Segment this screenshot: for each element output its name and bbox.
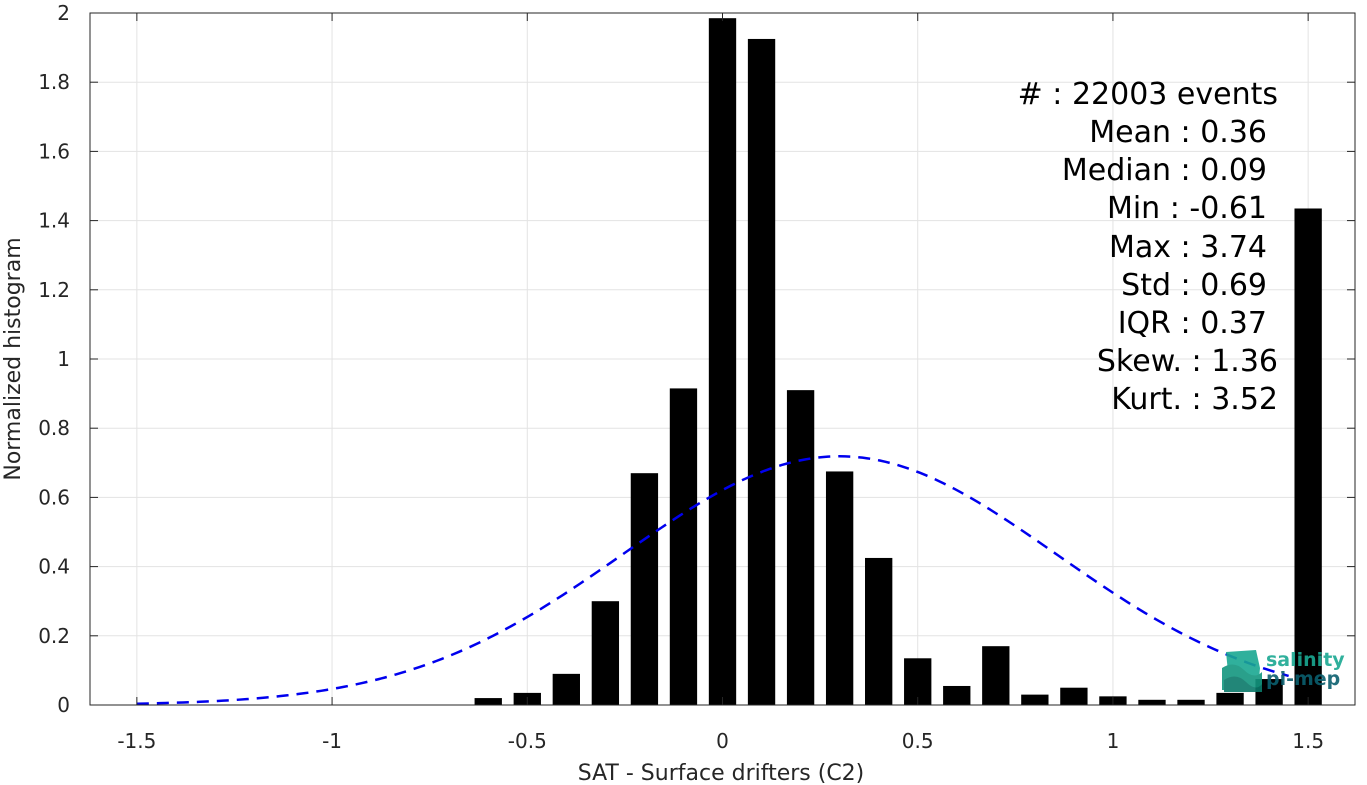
stat-median: Median : 0.09 (1062, 153, 1267, 188)
stat-iqr: IQR : 0.37 (1118, 306, 1267, 341)
x-tick-label: -0.5 (508, 729, 547, 753)
histogram-bar (552, 673, 580, 705)
histogram-bar (786, 390, 815, 705)
salinity-pimep-logo: salinity pi-mep (1222, 649, 1345, 692)
x-tick-label: 1.5 (1292, 729, 1324, 753)
y-tick-label: 0.4 (38, 555, 70, 579)
stat-mean: Mean : 0.36 (1089, 115, 1267, 150)
stats-block: # : 22003 events Mean : 0.36 Median : 0.… (1018, 77, 1278, 417)
histogram-bar (669, 388, 698, 705)
x-tick-label: -1.5 (117, 729, 156, 753)
stat-kurt: Kurt. : 3.52 (1111, 382, 1278, 417)
logo-text-salinity: salinity (1266, 649, 1345, 671)
histogram-bar (943, 685, 971, 705)
x-tick-label: 1 (1107, 729, 1120, 753)
histogram-bar (591, 601, 620, 705)
y-axis-ticks: 0 0.2 0.4 0.6 0.8 1 1.2 1.4 1.6 1.8 2 (38, 1, 1355, 717)
x-tick-label: -1 (322, 729, 342, 753)
stat-std: Std : 0.69 (1121, 268, 1267, 303)
x-axis-label: SAT - Surface drifters (C2) (578, 761, 865, 785)
histogram-bar (1177, 699, 1205, 705)
y-tick-label: 0.6 (38, 485, 70, 509)
histogram-bar (1060, 687, 1088, 705)
histogram-bar (747, 38, 776, 705)
histogram-bar (1216, 692, 1244, 705)
bars (474, 18, 1322, 706)
y-tick-label: 0.8 (38, 416, 70, 440)
logo-text-pimep: pi-mep (1266, 668, 1340, 690)
y-axis-label: Normalized histogram (1, 237, 26, 480)
histogram-bar (474, 698, 502, 705)
y-tick-label: 0 (57, 693, 70, 717)
x-tick-label: 0 (716, 729, 729, 753)
y-tick-label: 1.6 (38, 139, 70, 163)
histogram-bar (865, 557, 893, 705)
histogram-bar (630, 473, 659, 705)
histogram-bar (1021, 694, 1049, 705)
stat-events: # : 22003 events (1018, 77, 1278, 112)
y-tick-label: 1.8 (38, 70, 70, 94)
stat-max: Max : 3.74 (1109, 230, 1267, 265)
y-tick-label: 1 (57, 347, 70, 371)
y-tick-label: 0.2 (38, 624, 70, 648)
histogram-bar (1294, 208, 1322, 706)
y-tick-label: 1.2 (38, 278, 70, 302)
histogram-bar (982, 646, 1010, 705)
normal-fit-curve (136, 455, 1289, 705)
x-axis-ticks: -1.5 -1 -0.5 0 0.5 1 1.5 (117, 13, 1324, 753)
y-tick-label: 1.4 (38, 209, 70, 233)
logo-wave-icon (1222, 650, 1262, 692)
stat-min: Min : -0.61 (1107, 191, 1267, 226)
x-tick-label: 0.5 (902, 729, 934, 753)
histogram-bar (708, 18, 737, 705)
histogram-bar (825, 471, 854, 705)
y-tick-label: 2 (57, 1, 70, 25)
histogram-bar (1138, 699, 1166, 705)
stat-skew: Skew. : 1.36 (1097, 344, 1278, 379)
